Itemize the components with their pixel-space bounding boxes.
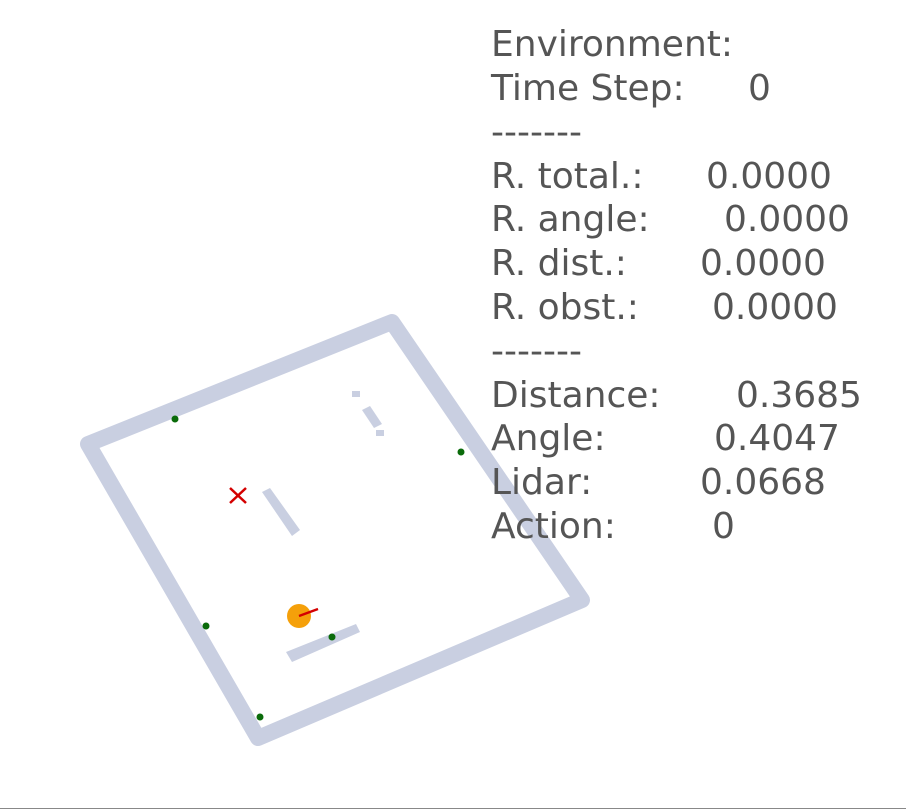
line-label: R. total.:	[491, 156, 644, 197]
line-label: Time Step:	[490, 68, 685, 109]
waypoint	[171, 415, 179, 423]
line-label: Distance:	[491, 375, 661, 416]
line-value: 0.0000	[724, 199, 850, 240]
line-label: R. angle:	[491, 199, 650, 240]
line-value: 0.3685	[736, 375, 862, 416]
line-label: R. dist.:	[491, 243, 627, 284]
line-label: Action:	[491, 506, 616, 547]
separator: -------	[491, 112, 582, 153]
line-label: R. obst.:	[491, 287, 639, 328]
line-value: 0	[712, 506, 735, 547]
map-walls	[80, 314, 590, 746]
line-value: 0.0668	[700, 462, 826, 503]
obstacle	[376, 430, 384, 436]
goal-marker	[229, 487, 247, 504]
line-value: 0.0000	[712, 287, 838, 328]
info-panel: Environment: Time Step: 0 ------- R. tot…	[490, 24, 862, 547]
obstacle	[286, 624, 360, 662]
waypoint	[457, 448, 465, 456]
obstacle	[352, 391, 360, 397]
robot-heading	[298, 607, 319, 618]
line-value: 0.0000	[706, 156, 832, 197]
obstacle	[362, 406, 382, 428]
map	[80, 314, 590, 746]
line-value: 0.4047	[714, 418, 840, 459]
waypoint	[202, 622, 210, 630]
waypoint	[256, 713, 264, 721]
line-label: Lidar:	[491, 462, 592, 503]
line-label: Angle:	[491, 418, 606, 459]
waypoint	[328, 633, 336, 641]
line-value: 0.0000	[700, 243, 826, 284]
separator: -------	[491, 331, 582, 372]
panel-title: Environment:	[491, 24, 733, 65]
obstacle	[262, 488, 300, 536]
line-value: 0	[748, 68, 771, 109]
